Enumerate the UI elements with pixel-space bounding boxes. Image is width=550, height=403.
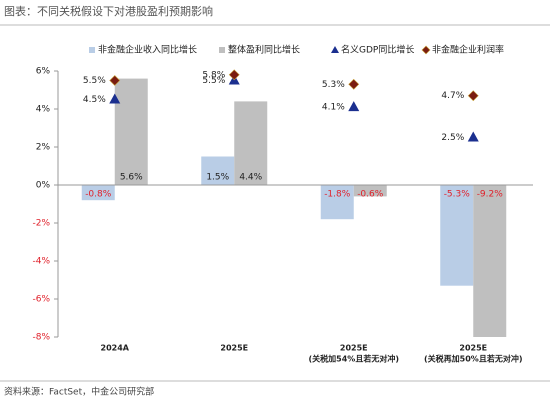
legend-label: 名义GDP同比增长 <box>341 44 414 56</box>
plot-area <box>81 78 507 337</box>
y-tick-label: 2% <box>36 143 51 153</box>
source: 资料来源：FactSet，中金公司研究部 <box>4 386 154 398</box>
marker <box>467 131 479 142</box>
value-label: 4.5% <box>83 95 106 105</box>
y-tick-label: -8% <box>32 333 50 343</box>
value-label: 1.5% <box>206 173 229 183</box>
y-tick-label: -2% <box>32 219 50 229</box>
marker <box>109 75 121 86</box>
value-label: 5.8% <box>202 70 225 80</box>
y-tick-label: 6% <box>36 67 51 77</box>
value-label: -1.8% <box>324 190 351 200</box>
bar <box>353 185 387 197</box>
y-tick-label: 0% <box>36 181 51 191</box>
value-label: -0.6% <box>357 190 384 200</box>
legend-swatch <box>219 47 225 53</box>
legend-label: 整体盈利同比增长 <box>228 44 300 56</box>
bar <box>473 185 507 337</box>
y-tick-label: -6% <box>32 295 50 305</box>
value-label: 4.7% <box>441 91 464 101</box>
marker <box>467 90 479 102</box>
legend-swatch <box>331 46 339 53</box>
value-label: 5.3% <box>322 80 345 90</box>
value-label: 5.6% <box>120 173 143 183</box>
value-label: 4.1% <box>322 103 345 113</box>
value-label: 2.5% <box>441 133 464 143</box>
x-tick-label: 2025E <box>459 344 487 353</box>
bar <box>234 101 268 185</box>
value-label: 5.5% <box>202 76 225 86</box>
bar <box>320 185 354 220</box>
bar <box>201 156 235 185</box>
value-label: 5.5% <box>83 76 106 86</box>
legend-label: 非金融企业收入同比增长 <box>98 44 197 56</box>
marker <box>228 69 240 81</box>
bar <box>440 185 474 286</box>
value-label: -9.2% <box>477 190 504 200</box>
value-label: -5.3% <box>444 190 471 200</box>
y-tick-label: 4% <box>36 105 51 115</box>
legend-swatch <box>421 45 431 55</box>
value-label: -0.8% <box>85 190 112 200</box>
x-tick-label: 2025E <box>340 344 368 353</box>
x-tick-note: (关税再加50%且若无对冲) <box>424 354 522 364</box>
chart-title: 图表：不同关税假设下对港股盈利预期影响 <box>4 4 213 18</box>
bar <box>81 185 115 201</box>
value-label: 4.4% <box>239 173 262 183</box>
x-tick-label: 2024A <box>101 344 130 353</box>
marker <box>348 101 360 112</box>
x-tick-note: (关税加54%且若无对冲) <box>309 354 399 364</box>
marker <box>109 93 121 104</box>
legend-label: 非金融企业利润率 <box>432 44 504 56</box>
legend-swatch <box>89 47 95 53</box>
marker <box>348 78 360 90</box>
y-tick-label: -4% <box>32 257 50 267</box>
bar <box>114 78 148 185</box>
x-tick-label: 2025E <box>220 344 248 353</box>
